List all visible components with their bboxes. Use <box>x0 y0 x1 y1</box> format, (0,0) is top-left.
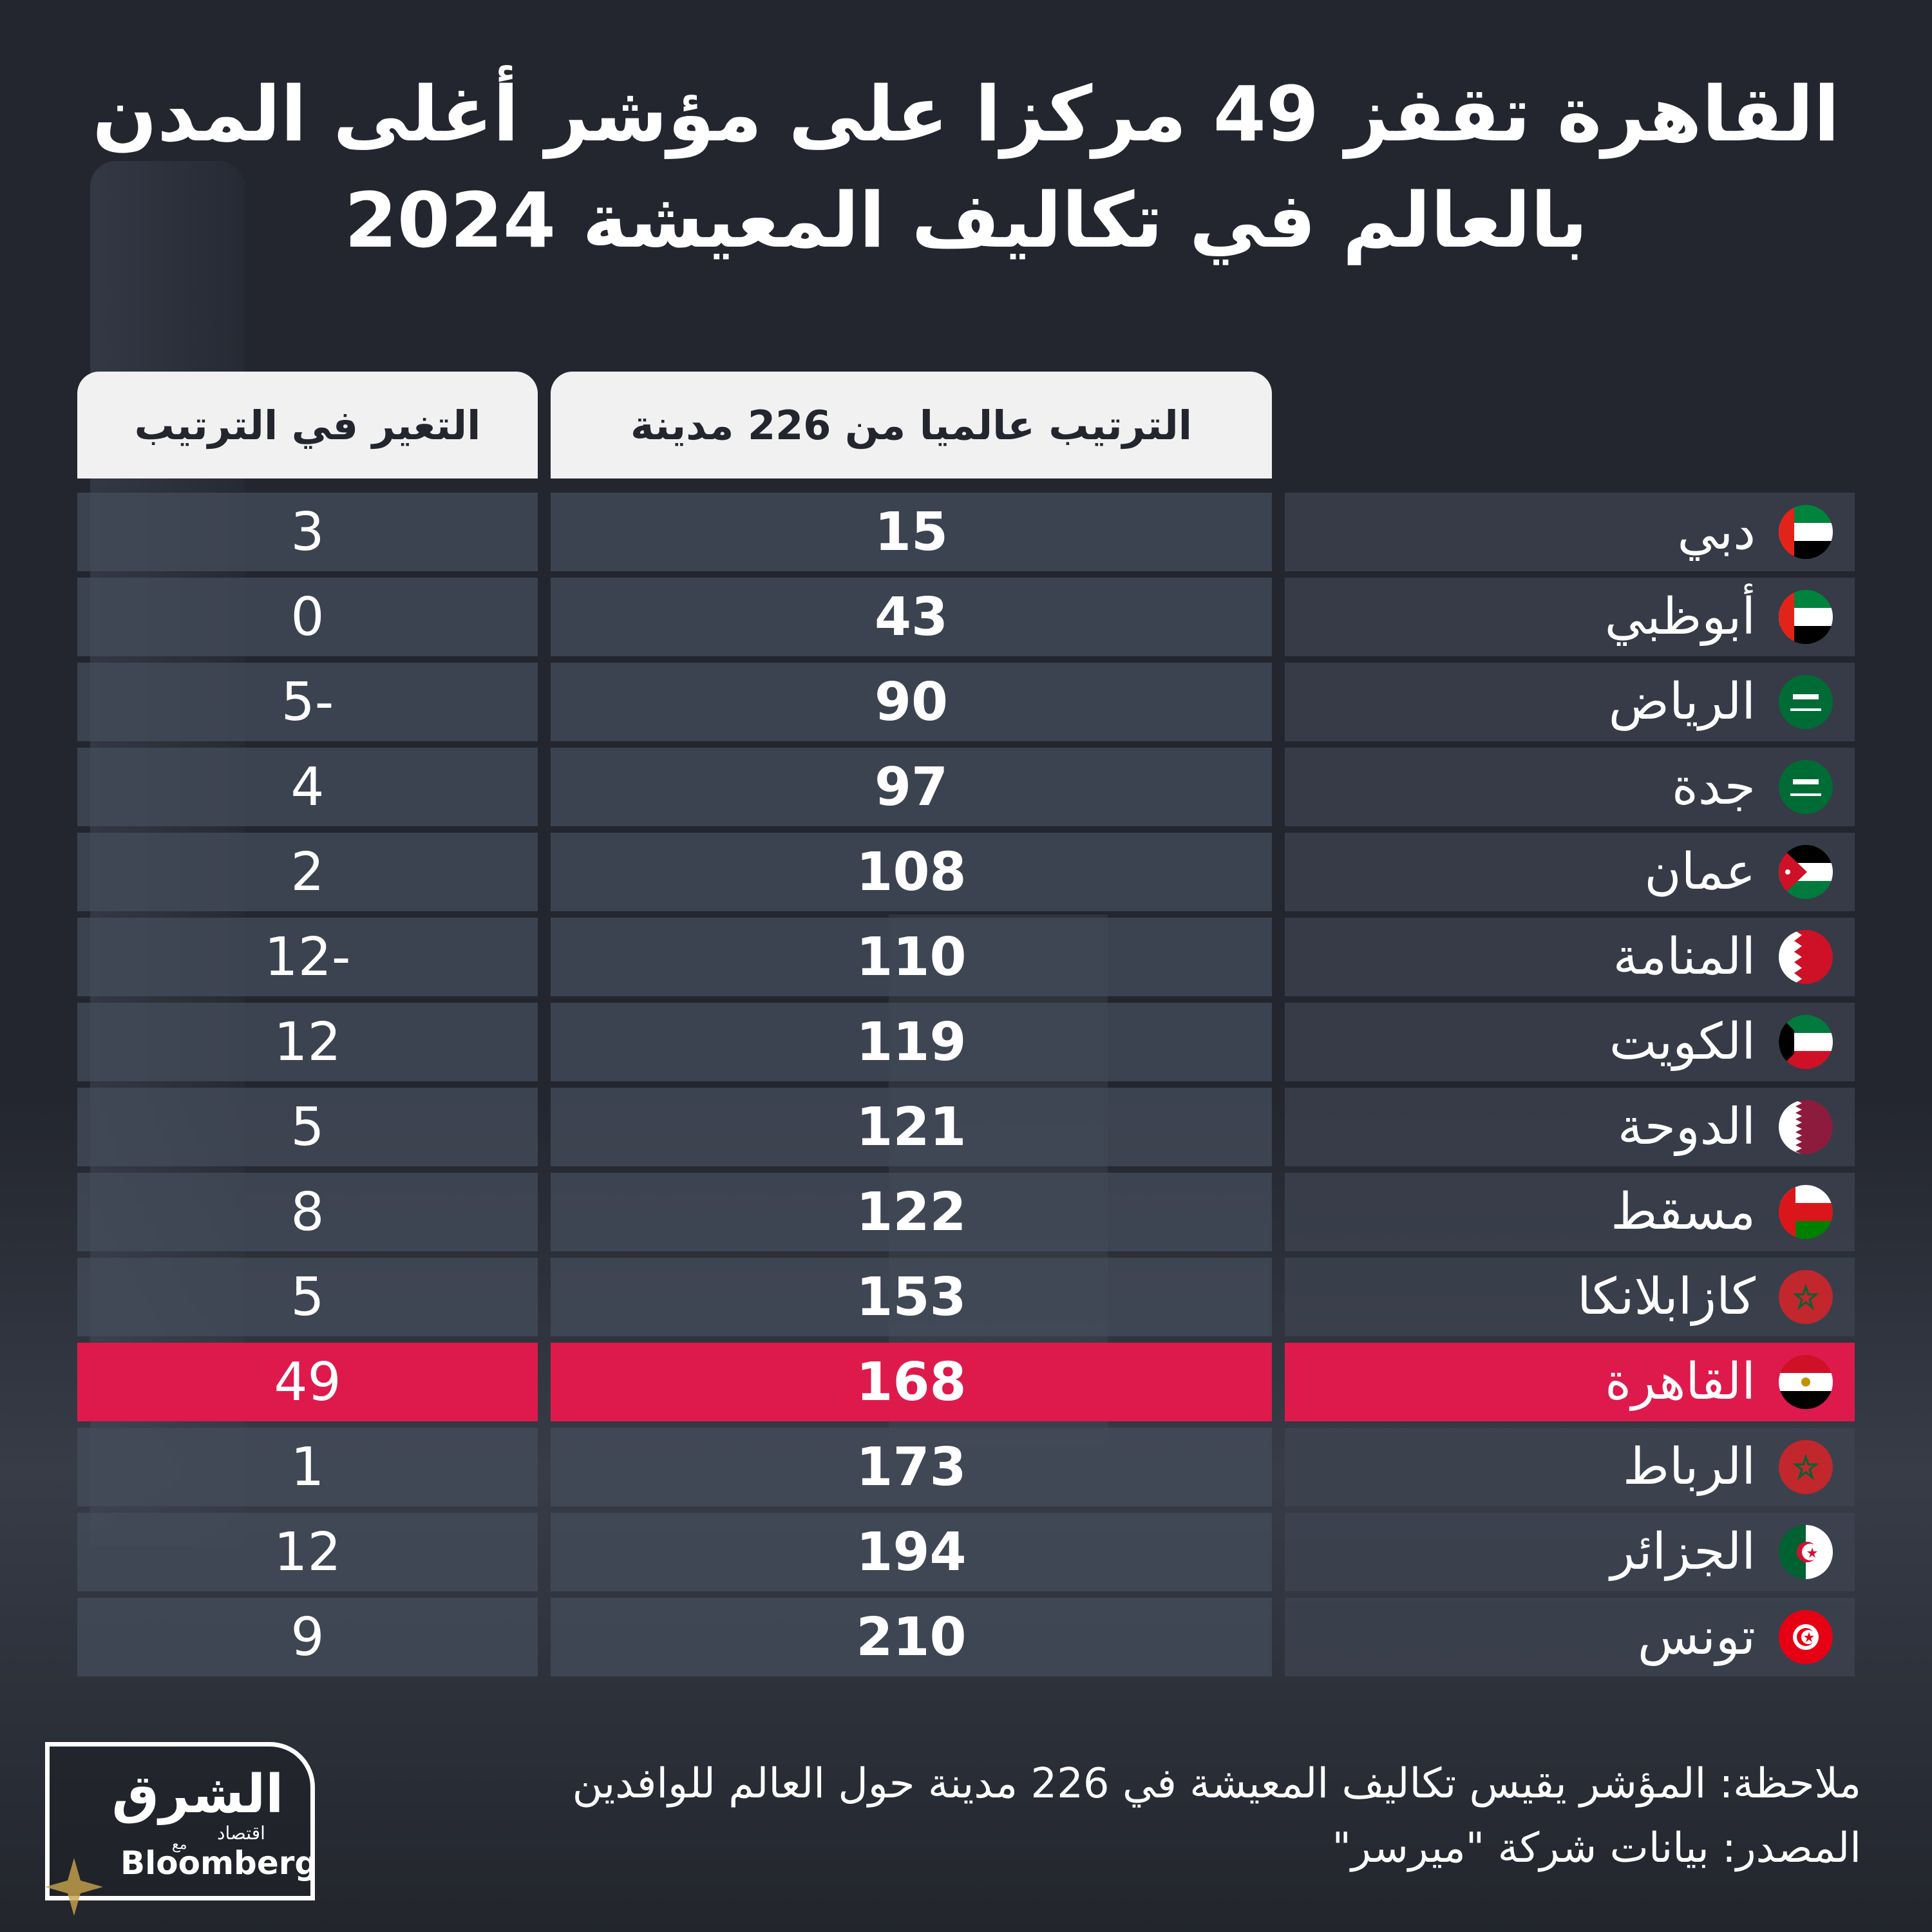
global-rank-value: 122 <box>551 1173 1272 1251</box>
global-rank-value: 119 <box>551 1003 1272 1081</box>
table-row-highlighted: 49 168 القاهرة <box>0 1343 1932 1421</box>
uae-flag-icon <box>1779 590 1833 644</box>
saudi-flag-icon <box>1779 760 1833 814</box>
city-cell: جدة <box>1285 748 1855 826</box>
forum-watermark-icon <box>45 1858 103 1916</box>
city-name: تونس <box>1637 1608 1756 1666</box>
city-name: كازابلانكا <box>1577 1268 1756 1326</box>
algeria-flag-icon <box>1779 1525 1833 1579</box>
city-name: أبوظبي <box>1604 588 1756 646</box>
morocco-flag-icon <box>1779 1440 1833 1494</box>
city-name: الجزائر <box>1610 1523 1756 1581</box>
kuwait-flag-icon <box>1779 1015 1833 1069</box>
table-row: 0 43 أبوظبي <box>0 578 1932 656</box>
table-row: 12 194 الجزائر <box>0 1513 1932 1591</box>
saudi-flag-icon <box>1779 675 1833 729</box>
global-rank-value: 210 <box>551 1598 1272 1676</box>
rank-change-value: 49 <box>77 1343 538 1421</box>
asharq-bloomberg-logo: الشرق اقتصاد مع Bloomberg <box>45 1742 318 1900</box>
header-rank: الترتيب عالميا من 226 مدينة <box>551 372 1272 478</box>
city-cell: دبي <box>1285 493 1855 571</box>
global-rank-value: 108 <box>551 833 1272 911</box>
rank-change-value: 3 <box>77 493 538 571</box>
city-name: المنامة <box>1613 928 1756 986</box>
rank-change-value: 0 <box>77 578 538 656</box>
qatar-flag-icon <box>1779 1100 1833 1154</box>
city-name: مسقط <box>1611 1183 1756 1241</box>
rank-change-value: 2 <box>77 833 538 911</box>
table-row: 1 173 الرباط <box>0 1428 1932 1506</box>
rank-change-value: 12- <box>77 918 538 996</box>
city-cell: المنامة <box>1285 918 1855 996</box>
city-cell: أبوظبي <box>1285 578 1855 656</box>
rank-change-value: 5- <box>77 663 538 741</box>
header-change: التغير في الترتيب <box>77 372 538 478</box>
logo-partner: Bloomberg <box>120 1844 318 1882</box>
city-cell: الدوحة <box>1285 1088 1855 1166</box>
city-cell: الجزائر <box>1285 1513 1855 1591</box>
morocco-flag-icon <box>1779 1270 1833 1324</box>
bahrain-flag-icon <box>1779 930 1833 984</box>
rank-change-value: 5 <box>77 1258 538 1336</box>
jordan-flag-icon <box>1779 845 1833 899</box>
city-name: الكويت <box>1609 1013 1756 1071</box>
rank-change-value: 5 <box>77 1088 538 1166</box>
table-row: 2 108 عمان <box>0 833 1932 911</box>
rank-change-value: 1 <box>77 1428 538 1506</box>
city-name: جدة <box>1671 758 1756 816</box>
global-rank-value: 173 <box>551 1428 1272 1506</box>
city-cell: مسقط <box>1285 1173 1855 1251</box>
city-cell: عمان <box>1285 833 1855 911</box>
city-cell: الكويت <box>1285 1003 1855 1081</box>
rank-change-value: 9 <box>77 1598 538 1676</box>
global-rank-value: 110 <box>551 918 1272 996</box>
table-row: 5- 90 الرياض <box>0 663 1932 741</box>
rank-change-value: 12 <box>77 1513 538 1591</box>
global-rank-value: 97 <box>551 748 1272 826</box>
city-cell: كازابلانكا <box>1285 1258 1855 1336</box>
city-cell: الرياض <box>1285 663 1855 741</box>
tunisia-flag-icon <box>1779 1610 1833 1664</box>
uae-flag-icon <box>1779 505 1833 559</box>
table-row: 3 15 دبي <box>0 493 1932 571</box>
global-rank-value: 168 <box>551 1343 1272 1421</box>
city-cell: تونس <box>1285 1598 1855 1676</box>
chart-title: القاهرة تقفز 49 مركزا على مؤشر أغلى المد… <box>92 70 1840 265</box>
city-name: الدوحة <box>1617 1098 1756 1156</box>
note-line: ملاحظة: المؤشر يقيس تكاليف المعيشة في 22… <box>572 1760 1861 1808</box>
city-name: دبي <box>1677 503 1756 561</box>
table-row: 12 119 الكويت <box>0 1003 1932 1081</box>
city-name: الرياض <box>1608 673 1756 731</box>
egypt-flag-icon <box>1779 1355 1833 1409</box>
logo-with: مع <box>172 1837 187 1853</box>
oman-flag-icon <box>1779 1185 1833 1239</box>
global-rank-value: 194 <box>551 1513 1272 1591</box>
table-row: 5 153 كازابلانكا <box>0 1258 1932 1336</box>
city-cell: القاهرة <box>1285 1343 1855 1421</box>
global-rank-value: 90 <box>551 663 1272 741</box>
footnote: ملاحظة: المؤشر يقيس تكاليف المعيشة في 22… <box>316 1752 1861 1880</box>
table-row: 9 210 تونس <box>0 1598 1932 1676</box>
global-rank-value: 121 <box>551 1088 1272 1166</box>
city-cell: الرباط <box>1285 1428 1855 1506</box>
city-name: عمان <box>1644 843 1756 901</box>
rank-change-value: 8 <box>77 1173 538 1251</box>
table-row: 8 122 مسقط <box>0 1173 1932 1251</box>
global-rank-value: 15 <box>551 493 1272 571</box>
city-name: القاهرة <box>1605 1353 1756 1411</box>
global-rank-value: 153 <box>551 1258 1272 1336</box>
logo-brand-sub: اقتصاد <box>217 1823 265 1844</box>
city-name: الرباط <box>1622 1438 1756 1496</box>
table-row: 12- 110 المنامة <box>0 918 1932 996</box>
table-row: 5 121 الدوحة <box>0 1088 1932 1166</box>
global-rank-value: 43 <box>551 578 1272 656</box>
table-row: 4 97 جدة <box>0 748 1932 826</box>
rank-change-value: 12 <box>77 1003 538 1081</box>
logo-brand-ar: الشرق <box>111 1764 284 1825</box>
source-line: المصدر: بيانات شركة "ميرسر" <box>1332 1824 1862 1872</box>
rank-change-value: 4 <box>77 748 538 826</box>
